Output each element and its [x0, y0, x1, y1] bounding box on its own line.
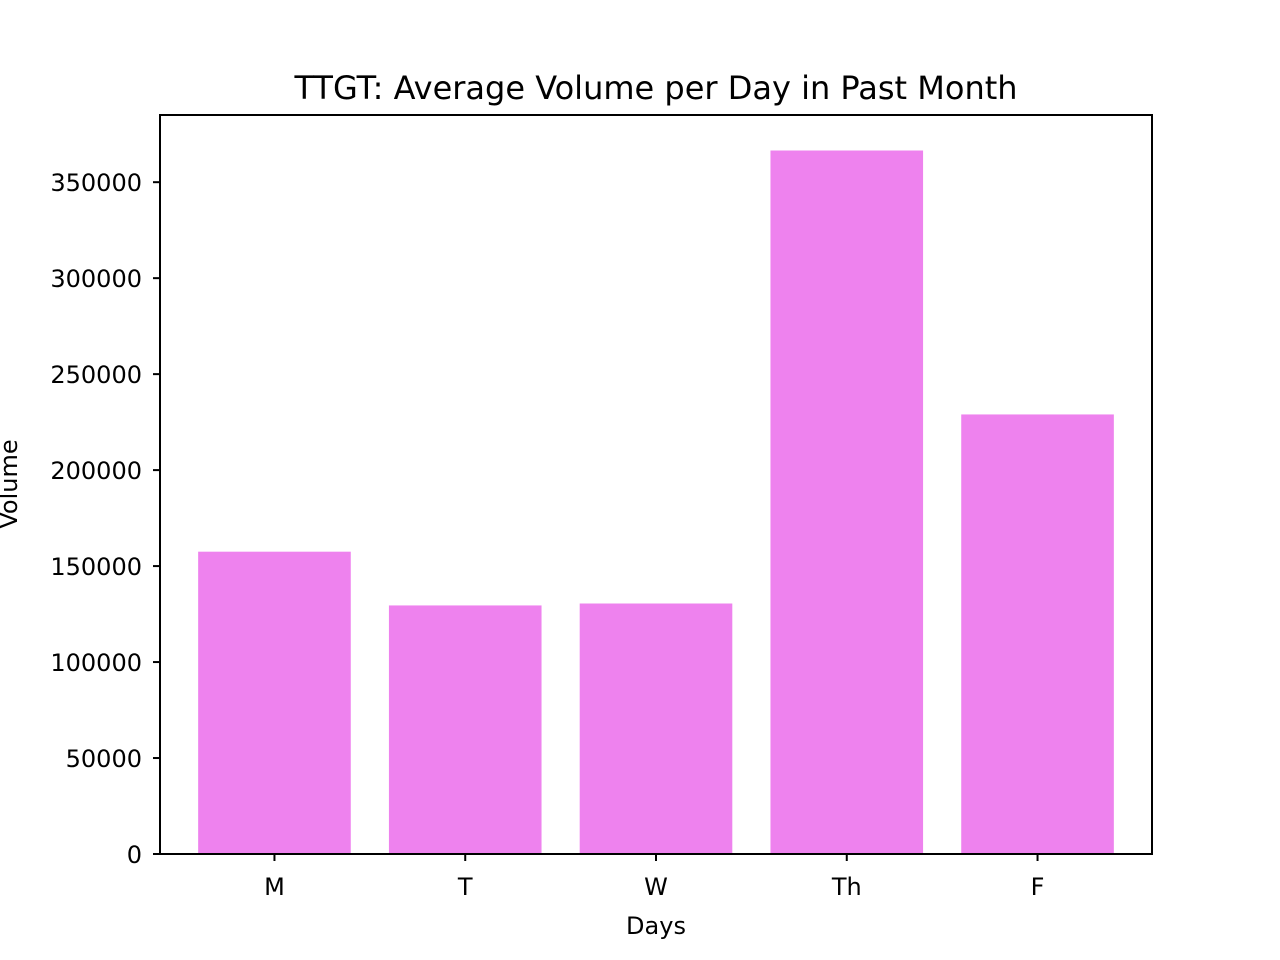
y-tick-label: 300000: [50, 265, 142, 293]
bar-th: [770, 150, 924, 855]
bar-t: [388, 605, 542, 854]
x-axis: M T W Th F: [264, 854, 1044, 901]
bar-m: [198, 551, 351, 854]
bars-group: [198, 150, 1114, 855]
y-tick-label: 50000: [66, 745, 142, 773]
x-axis-label: Days: [626, 912, 686, 940]
x-tick-label: F: [1031, 873, 1045, 901]
y-tick-label: 200000: [50, 457, 142, 485]
y-tick-label: 250000: [50, 361, 142, 389]
bar-w: [579, 603, 733, 854]
y-axis: 0 50000 100000 150000 200000 250000 300000 3500…: [50, 169, 160, 869]
y-tick-label: 150000: [50, 553, 142, 581]
x-tick-label: W: [644, 873, 668, 901]
x-tick-label: Th: [831, 873, 862, 901]
y-tick-label: 100000: [50, 649, 142, 677]
chart-title: TTGT: Average Volume per Day in Past Mon…: [293, 69, 1017, 107]
y-axis-label: Volume: [0, 439, 23, 528]
bar-f: [961, 414, 1114, 854]
y-tick-label: 0: [127, 841, 142, 869]
y-tick-label: 350000: [50, 169, 142, 197]
x-tick-label: T: [457, 873, 473, 901]
x-tick-label: M: [264, 873, 285, 901]
